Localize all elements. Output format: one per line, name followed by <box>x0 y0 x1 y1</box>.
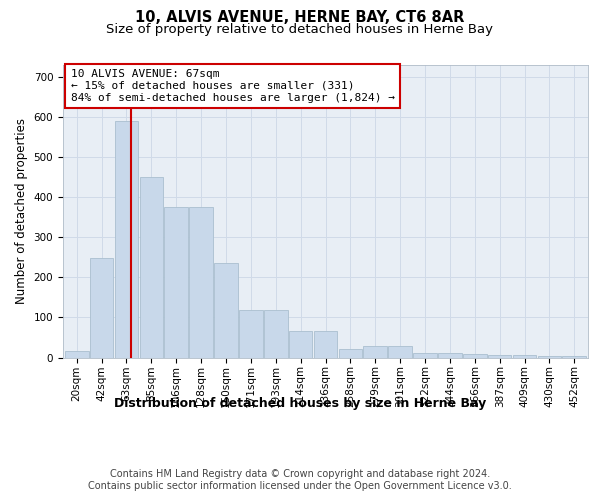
Bar <box>338 348 362 358</box>
Bar <box>562 356 586 358</box>
Bar <box>538 356 561 358</box>
Bar <box>488 354 511 358</box>
Bar <box>463 354 487 358</box>
Bar <box>413 352 437 358</box>
Bar <box>90 258 113 358</box>
Bar <box>140 177 163 358</box>
Bar <box>388 346 412 358</box>
Bar <box>314 332 337 357</box>
Bar <box>239 310 263 358</box>
Text: 10, ALVIS AVENUE, HERNE BAY, CT6 8AR: 10, ALVIS AVENUE, HERNE BAY, CT6 8AR <box>136 10 464 25</box>
Bar <box>513 356 536 358</box>
Bar <box>115 121 138 358</box>
Y-axis label: Number of detached properties: Number of detached properties <box>15 118 28 304</box>
Text: Contains public sector information licensed under the Open Government Licence v3: Contains public sector information licen… <box>88 481 512 491</box>
Bar <box>289 332 313 357</box>
Text: Contains HM Land Registry data © Crown copyright and database right 2024.: Contains HM Land Registry data © Crown c… <box>110 469 490 479</box>
Bar <box>438 354 462 358</box>
Bar <box>364 346 387 358</box>
Text: Size of property relative to detached houses in Herne Bay: Size of property relative to detached ho… <box>107 22 493 36</box>
Bar <box>189 207 213 358</box>
Bar <box>164 207 188 358</box>
Bar <box>65 352 89 358</box>
Text: Distribution of detached houses by size in Herne Bay: Distribution of detached houses by size … <box>114 398 486 410</box>
Bar <box>264 310 287 358</box>
Text: 10 ALVIS AVENUE: 67sqm
← 15% of detached houses are smaller (331)
84% of semi-de: 10 ALVIS AVENUE: 67sqm ← 15% of detached… <box>71 70 395 102</box>
Bar <box>214 262 238 358</box>
